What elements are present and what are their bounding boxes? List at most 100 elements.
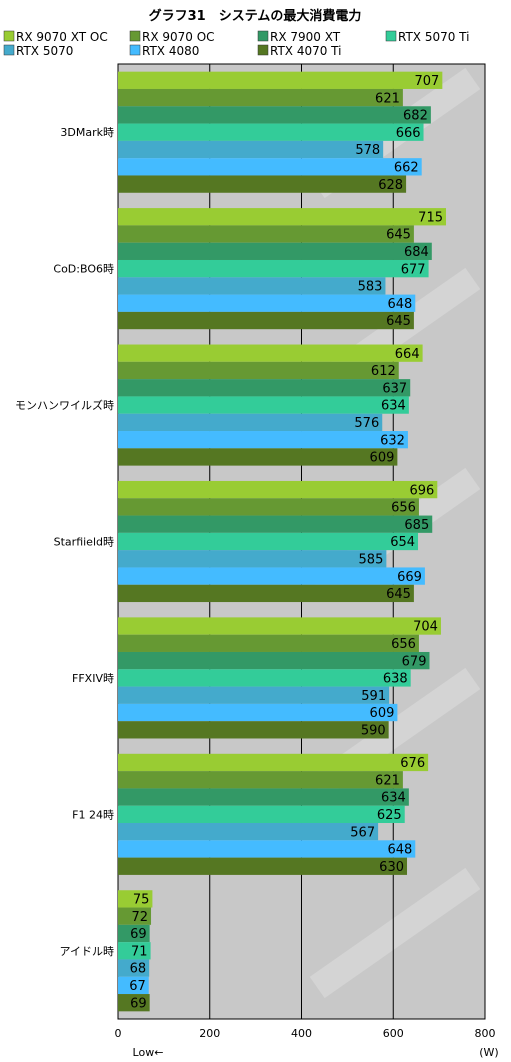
bar-value-label: 628 [378, 178, 403, 193]
bar-value-label: 677 [401, 262, 426, 277]
bar-value-label: 576 [354, 416, 379, 431]
bar [118, 994, 150, 1012]
legend: RX 9070 XT OC RX 9070 OC RX 7900 XT RTX 507… [3, 30, 469, 58]
bar-value-label: 664 [395, 347, 420, 362]
bar-value-label: 578 [355, 143, 380, 158]
x-axis-label: Low← [133, 1046, 164, 1059]
bar [118, 158, 422, 176]
bar [118, 907, 152, 925]
bar [118, 976, 149, 995]
bar [118, 617, 441, 635]
bar-value-label: 704 [413, 620, 438, 635]
bar-value-label: 67 [129, 979, 146, 994]
tick-label: 400 [291, 1027, 312, 1040]
bar-value-label: 669 [397, 570, 422, 585]
bar [118, 480, 438, 499]
bar [118, 924, 150, 943]
bar [118, 669, 411, 687]
bar [118, 515, 433, 533]
bar [118, 396, 409, 414]
bar [118, 686, 390, 704]
bar [118, 651, 430, 670]
bar-value-label: 590 [361, 723, 386, 738]
bar [118, 361, 399, 380]
bar [118, 584, 414, 603]
bar-value-label: 645 [386, 587, 411, 602]
legend-label: RTX 5070 Ti [398, 30, 469, 44]
bar [118, 857, 408, 875]
bar [118, 448, 398, 466]
bar-value-label: 72 [131, 910, 148, 925]
bar [118, 344, 423, 362]
bar [118, 431, 408, 449]
category-label: Starfiield時 [54, 536, 114, 549]
bar [118, 771, 403, 789]
legend-label: RX 7900 XT [270, 30, 341, 44]
bar [118, 634, 419, 652]
bar [118, 259, 429, 278]
legend-swatch [385, 30, 397, 42]
bar [118, 294, 416, 312]
bar-value-label: 621 [375, 91, 400, 106]
bar [118, 823, 379, 841]
legend-swatch [257, 30, 269, 42]
bar [118, 277, 386, 295]
bar [118, 175, 407, 193]
bar [118, 703, 398, 722]
bar-value-label: 609 [370, 451, 395, 466]
bar-value-label: 609 [370, 706, 395, 721]
tick-label: 600 [383, 1027, 404, 1040]
bar-value-label: 612 [371, 364, 396, 379]
bar [118, 498, 419, 516]
bar-value-label: 666 [396, 126, 421, 141]
bar-value-label: 682 [403, 109, 428, 124]
bar [118, 106, 431, 124]
bar [118, 753, 429, 772]
bar-value-label: 632 [380, 433, 405, 448]
bar-value-label: 68 [130, 962, 147, 977]
bar [118, 88, 403, 107]
bar-value-label: 69 [130, 996, 147, 1011]
legend-label: RTX 4070 Ti [270, 44, 341, 58]
x-axis-ticks: 0 200 400 600 800 [115, 1027, 496, 1040]
bar-value-label: 684 [404, 245, 429, 260]
tick-label: 200 [199, 1027, 220, 1040]
bar-value-label: 634 [381, 399, 406, 414]
bar-value-label: 634 [381, 791, 406, 806]
bar [118, 959, 150, 977]
legend-label: RTX 5070 [16, 44, 73, 58]
bar-value-label: 707 [415, 74, 440, 89]
bar-value-label: 630 [379, 860, 404, 875]
bar-value-label: 645 [386, 314, 411, 329]
bar [118, 788, 409, 806]
bar [118, 840, 416, 858]
bar-value-label: 662 [394, 160, 419, 175]
bar-value-label: 715 [418, 210, 443, 225]
bar-value-label: 625 [377, 808, 402, 823]
bar [118, 721, 389, 739]
bar-value-label: 71 [131, 944, 148, 959]
legend-swatch [3, 44, 15, 56]
value-labels: 7076216826665786626287156456846775836486… [129, 74, 443, 1011]
bar [118, 550, 387, 568]
tick-label: 800 [475, 1027, 496, 1040]
bar-value-label: 637 [382, 381, 407, 396]
bar [118, 567, 425, 585]
bar [118, 890, 153, 908]
bar-value-label: 656 [391, 637, 416, 652]
bar [118, 413, 383, 432]
bar [118, 123, 424, 141]
bar [118, 532, 419, 551]
bar-value-label: 585 [359, 552, 384, 567]
watermark-band [309, 867, 481, 999]
bar-value-label: 638 [383, 672, 408, 687]
legend-swatch [129, 44, 141, 56]
bar [118, 805, 405, 824]
bar-value-label: 648 [387, 297, 412, 312]
legend-swatch [257, 44, 269, 56]
category-label: アイドル時 [60, 945, 114, 958]
bar-value-label: 621 [375, 773, 400, 788]
bar-value-label: 69 [130, 927, 147, 942]
